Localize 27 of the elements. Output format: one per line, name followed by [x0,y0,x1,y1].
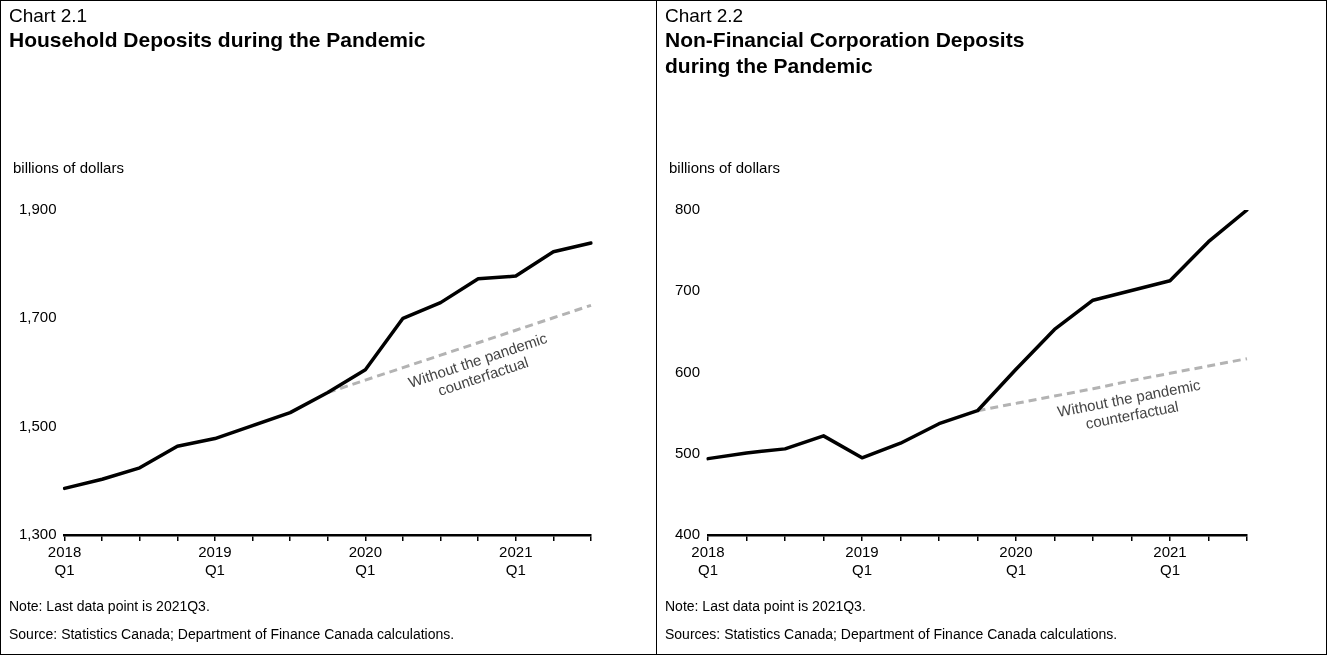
y-tick-label: 700 [675,281,701,299]
x-tick-label: 2020 Q1 [348,543,383,579]
text: Note: Last data point is 2021Q3. [9,598,210,614]
source-note: Source: Statistics Canada; Department of Finance Canada calculations. [9,626,455,642]
chart-subtitle: Chart 2.2 [665,5,745,27]
x-tick-label: 2020 Q1 [999,543,1033,579]
x-tick-label: 2018 Q1 [691,543,725,579]
y-tick-label: 1,500 [18,416,57,434]
x-tick-label: 2021 Q1 [1153,543,1187,579]
chart-title: Household Deposits during the Pandemic [9,27,427,53]
y-tick-label: 600 [675,362,701,380]
y-tick-label: 1,300 [18,525,57,543]
y-axis-title: billions of dollars [13,159,124,176]
chart-subtitle: Chart 2.1 [9,5,89,27]
y-tick-label: 1,900 [18,200,57,218]
y-tick-label: 400 [675,525,701,543]
x-tick-label: 2019 Q1 [198,543,232,579]
source-note: Sources: Statistics Canada; Department of Finance Canada calculations. [665,626,1118,642]
y-axis-title: billions of dollars [669,159,780,176]
y-tick-label: 1,700 [18,308,57,326]
y-tick-label: 800 [675,200,701,218]
x-tick-label: 2019 Q1 [845,543,879,579]
y-tick-label: 500 [675,443,701,461]
chart-title: Non-Financial Corporation Deposits during the Pandemic [665,27,1026,79]
x-tick-label: 2018 Q1 [47,543,82,579]
x-tick-label: 2021 Q1 [499,543,533,579]
text: Note: Last data point is 2021Q3. [665,598,866,614]
